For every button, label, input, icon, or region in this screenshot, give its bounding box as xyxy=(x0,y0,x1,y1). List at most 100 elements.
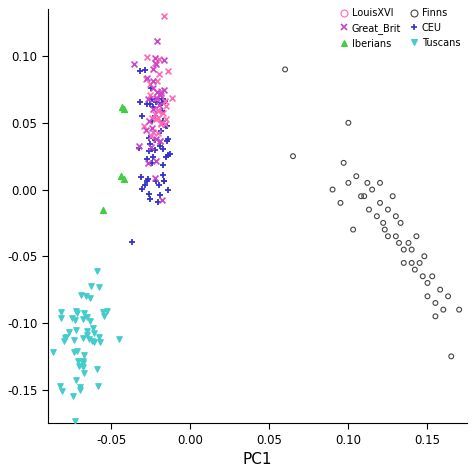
Point xyxy=(88,337,96,345)
Point xyxy=(73,347,81,355)
Point xyxy=(138,185,146,192)
Point xyxy=(77,291,84,299)
Point xyxy=(160,177,167,184)
Point xyxy=(137,173,145,181)
Point xyxy=(149,77,157,85)
Point xyxy=(163,153,170,161)
Point xyxy=(145,95,152,102)
Point xyxy=(143,155,150,163)
Point xyxy=(146,134,153,141)
Point xyxy=(148,118,156,125)
Point xyxy=(135,144,143,151)
Point xyxy=(411,266,419,273)
Point xyxy=(153,177,160,185)
Point xyxy=(156,142,164,150)
Point xyxy=(117,173,124,180)
Point xyxy=(437,286,444,293)
Point xyxy=(392,212,400,220)
Point xyxy=(153,77,161,84)
Point xyxy=(72,307,80,314)
Point xyxy=(364,179,371,187)
Point xyxy=(408,246,416,254)
Point xyxy=(141,181,149,189)
Point xyxy=(50,348,57,356)
Point xyxy=(153,99,160,106)
X-axis label: PC1: PC1 xyxy=(243,452,272,467)
Point xyxy=(164,152,172,159)
Point xyxy=(100,206,107,213)
Point xyxy=(152,135,160,143)
Point xyxy=(146,140,154,148)
Point xyxy=(79,359,87,366)
Point xyxy=(145,147,152,155)
Point xyxy=(120,175,128,182)
Point xyxy=(405,239,412,246)
Point xyxy=(160,109,167,117)
Point xyxy=(103,307,111,315)
Point xyxy=(164,122,171,130)
Point xyxy=(365,206,373,213)
Point xyxy=(135,143,143,150)
Point xyxy=(79,315,87,323)
Point xyxy=(85,335,93,343)
Point xyxy=(161,120,168,128)
Point xyxy=(56,383,64,390)
Point xyxy=(86,295,94,302)
Point xyxy=(384,232,392,240)
Point xyxy=(152,112,159,120)
Point xyxy=(379,219,387,227)
Point xyxy=(144,175,152,182)
Point xyxy=(143,100,151,108)
Point xyxy=(130,61,137,68)
Point xyxy=(143,53,151,60)
Point xyxy=(99,308,107,316)
Point xyxy=(153,88,161,96)
Point xyxy=(146,195,154,202)
Point xyxy=(155,70,163,78)
Point xyxy=(143,74,151,82)
Point xyxy=(70,348,78,356)
Point xyxy=(166,150,174,158)
Point xyxy=(69,392,77,400)
Point xyxy=(376,179,384,187)
Point xyxy=(137,67,144,74)
Point xyxy=(159,162,167,169)
Point xyxy=(147,84,155,92)
Point xyxy=(432,299,439,307)
Point xyxy=(345,119,352,127)
Point xyxy=(154,199,162,206)
Point xyxy=(145,117,153,125)
Point xyxy=(115,335,123,343)
Point xyxy=(90,329,97,337)
Point xyxy=(74,357,82,365)
Point xyxy=(148,146,156,153)
Point xyxy=(161,97,169,104)
Point xyxy=(360,192,368,200)
Point xyxy=(79,335,87,342)
Point xyxy=(149,106,157,113)
Point xyxy=(357,192,365,200)
Point xyxy=(329,186,337,193)
Point xyxy=(83,328,91,335)
Point xyxy=(159,146,166,153)
Point xyxy=(154,107,162,115)
Point xyxy=(155,101,163,109)
Point xyxy=(149,154,157,161)
Point xyxy=(138,112,146,119)
Point xyxy=(163,122,170,129)
Point xyxy=(71,417,78,425)
Point xyxy=(143,177,150,185)
Point xyxy=(160,56,167,64)
Point xyxy=(61,335,69,342)
Point xyxy=(389,192,396,200)
Point xyxy=(152,115,160,122)
Point xyxy=(89,325,97,332)
Point xyxy=(118,103,126,110)
Point xyxy=(157,89,164,97)
Point xyxy=(432,312,439,320)
Point xyxy=(151,110,159,118)
Point xyxy=(456,306,463,313)
Point xyxy=(80,363,87,371)
Point xyxy=(96,338,103,346)
Point xyxy=(151,174,159,182)
